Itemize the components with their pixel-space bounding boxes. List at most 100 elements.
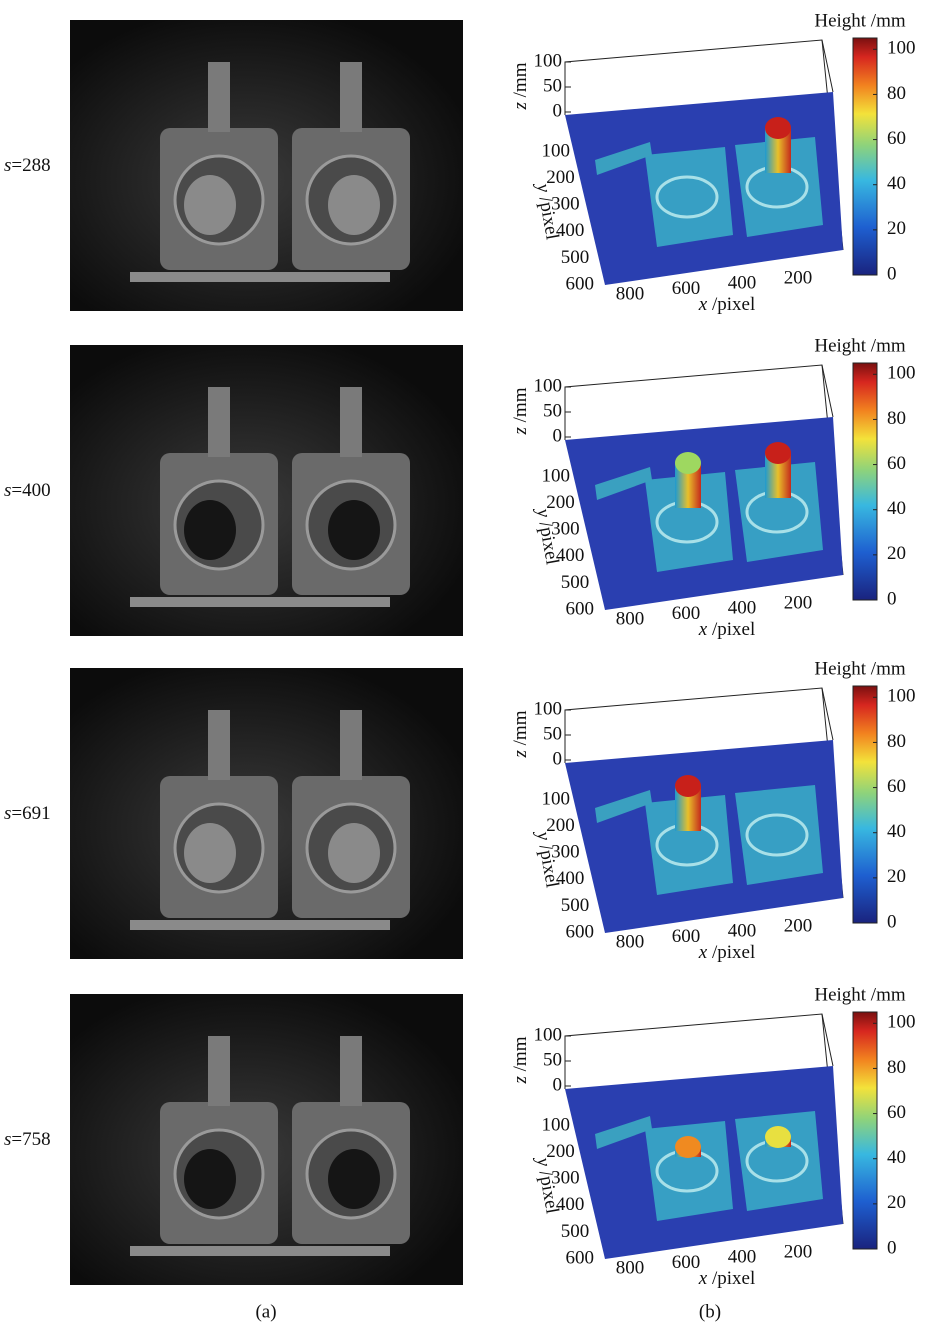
peak-top <box>675 1136 701 1158</box>
y-tick-label: 600 <box>566 1247 595 1268</box>
z-axis-label-unit: /mm <box>510 710 531 750</box>
x-tick-label: 400 <box>728 273 757 294</box>
colorbar-tick-label: 0 <box>887 588 897 609</box>
part <box>735 462 823 562</box>
z-tick-label: 100 <box>534 1024 563 1045</box>
colorbar-tick-label: 0 <box>887 1237 897 1258</box>
y-tick-label: 300 <box>551 1168 580 1189</box>
row-label-value: =758 <box>11 1129 50 1150</box>
z-tick-label: 0 <box>553 1074 563 1095</box>
x-axis-label-unit: /pixel <box>707 619 755 640</box>
colorbar-title: Height /mm <box>814 10 906 31</box>
colorbar-tick-label: 60 <box>887 776 906 797</box>
part <box>645 1121 733 1221</box>
z-axis-label-unit: /mm <box>510 1036 531 1076</box>
part <box>645 472 733 572</box>
y-tick-label: 500 <box>561 247 590 268</box>
z-axis-label: z /mm <box>510 710 531 758</box>
x-tick-label: 400 <box>728 1247 757 1268</box>
colorbar-tick-label: 60 <box>887 1102 906 1123</box>
y-tick-label: 100 <box>542 788 571 809</box>
y-axis-label: y /pixel <box>532 1154 563 1215</box>
z-tick-label: 0 <box>553 100 563 121</box>
x-tick-label: 200 <box>784 267 813 288</box>
plot-box <box>564 39 834 115</box>
row-label-value: =400 <box>11 480 50 501</box>
row-label: s=691 <box>4 803 51 824</box>
photo-rail <box>130 597 390 607</box>
colorbar-tick-label: 100 <box>887 1012 916 1033</box>
colorbar-tick-label: 60 <box>887 453 906 474</box>
row-label-var: s <box>4 480 11 501</box>
z-axis-label: z /mm <box>510 387 531 435</box>
pipe <box>595 790 652 823</box>
x-tick-label: 400 <box>728 921 757 942</box>
x-tick-label: 800 <box>616 608 645 629</box>
row-label-var: s <box>4 155 11 176</box>
colorbar-title: Height /mm <box>814 335 906 356</box>
x-tick-label: 600 <box>672 1252 701 1273</box>
z-tick-label: 0 <box>553 425 563 446</box>
y-axis-label: y /pixel <box>532 505 563 566</box>
photo-rail <box>130 920 390 930</box>
row-label-value: =691 <box>11 803 50 824</box>
x-tick-label: 800 <box>616 283 645 304</box>
colorbar <box>852 685 878 924</box>
colorbar-tick-label: 20 <box>887 866 906 887</box>
colorbar-title: Height /mm <box>814 984 906 1005</box>
x-axis-label-var: x <box>698 942 708 963</box>
row-label-var: s <box>4 1129 11 1150</box>
z-tick-label: 50 <box>543 1049 562 1070</box>
peak-top <box>765 442 791 464</box>
part-ring <box>655 175 719 219</box>
row-label-var: s <box>4 803 11 824</box>
y-tick-label: 100 <box>542 140 571 161</box>
x-axis-label: x /pixel <box>698 619 755 640</box>
part <box>645 795 733 895</box>
valve-stem <box>340 387 362 457</box>
z-axis-label: z /mm <box>510 62 531 110</box>
x-tick-label: 600 <box>672 603 701 624</box>
y-tick-label: 500 <box>561 1221 590 1242</box>
part <box>735 785 823 885</box>
x-axis-label-var: x <box>698 294 708 315</box>
colorbar-tick-label: 40 <box>887 821 906 842</box>
row-label: s=288 <box>4 155 51 176</box>
x-axis-label: x /pixel <box>698 942 755 963</box>
peak-top <box>675 452 701 474</box>
x-axis-label-unit: /pixel <box>707 294 755 315</box>
valve-stem <box>208 387 230 457</box>
y-tick-label: 600 <box>566 598 595 619</box>
valve-ball <box>184 500 236 560</box>
z-axis-label-unit: /mm <box>510 62 531 102</box>
y-tick-label: 400 <box>556 220 585 241</box>
valve-ball <box>328 500 380 560</box>
z-tick-label: 100 <box>534 50 563 71</box>
y-tick-label: 600 <box>566 921 595 942</box>
caption-a: (a) <box>255 1301 276 1322</box>
z-tick-label: 0 <box>553 748 563 769</box>
colorbar-tick-label: 80 <box>887 83 906 104</box>
z-axis-label-var: z <box>510 102 531 111</box>
z-tick-label: 100 <box>534 375 563 396</box>
y-tick-label: 200 <box>546 815 575 836</box>
y-tick-label: 500 <box>561 895 590 916</box>
z-axis-label: z /mm <box>510 1036 531 1084</box>
valve-stem <box>208 62 230 132</box>
y-tick-label: 400 <box>556 868 585 889</box>
plot-box <box>564 687 834 763</box>
valve-ball <box>184 823 236 883</box>
y-tick-label: 300 <box>551 519 580 540</box>
peak-top <box>765 1126 791 1148</box>
colorbar-tick-label: 80 <box>887 731 906 752</box>
colorbar <box>852 37 878 276</box>
plot-box <box>564 1013 834 1089</box>
y-axis-label: y /pixel <box>532 180 563 241</box>
x-axis-label-unit: /pixel <box>707 942 755 963</box>
